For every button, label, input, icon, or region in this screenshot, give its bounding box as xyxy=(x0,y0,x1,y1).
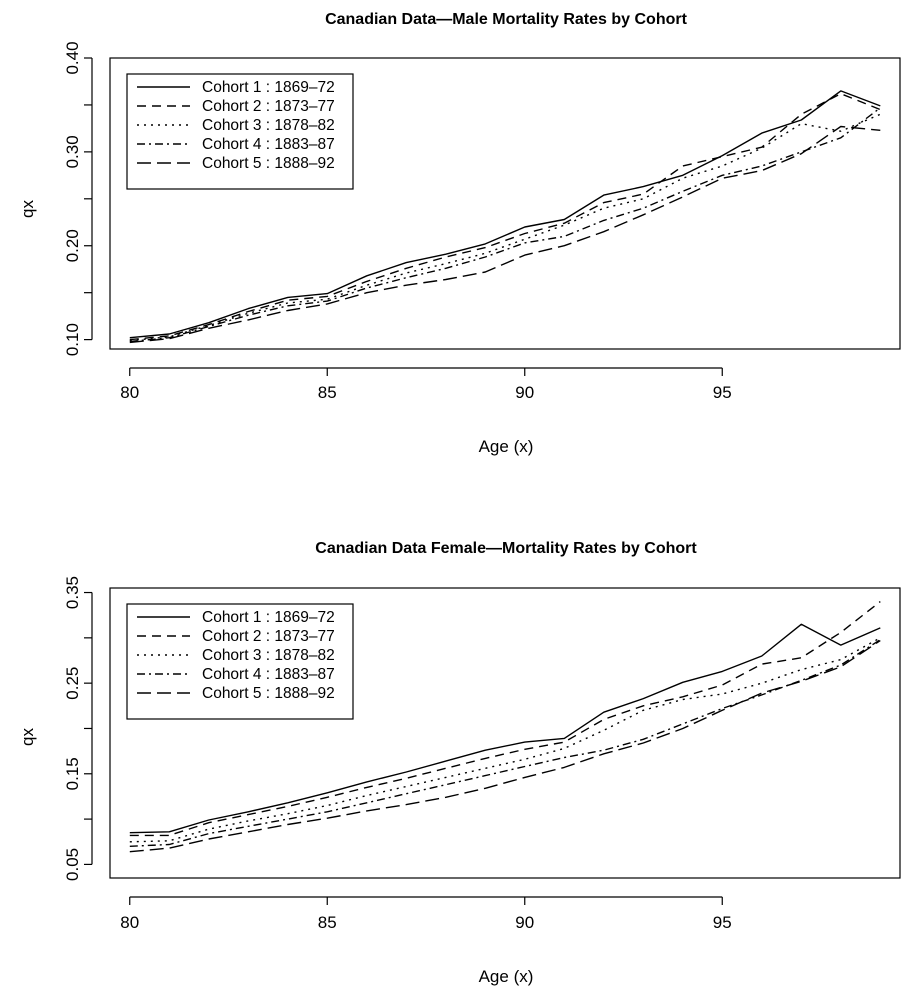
y-tick-label: 0.35 xyxy=(63,576,82,609)
x-tick-label: 80 xyxy=(120,383,139,402)
series-line-cohort-2 xyxy=(129,601,881,837)
x-tick-label: 95 xyxy=(713,913,732,932)
plot-frame xyxy=(109,57,901,350)
legend-label-cohort-1: Cohort 1 : 1869–72 xyxy=(202,79,335,96)
plot-frame xyxy=(109,587,901,879)
chart-title: Canadian Data—Male Mortality Rates by Co… xyxy=(325,11,688,28)
x-tick-label: 80 xyxy=(120,913,139,932)
x-tick-label: 90 xyxy=(515,383,534,402)
male-mortality-panel: Canadian Data—Male Mortality Rates by Co… xyxy=(18,11,901,456)
y-tick-label: 0.05 xyxy=(63,848,82,881)
legend-label-cohort-5: Cohort 5 : 1888–92 xyxy=(202,155,335,172)
x-tick-label: 85 xyxy=(318,913,337,932)
series-line-cohort-5 xyxy=(129,125,881,344)
legend-label-cohort-3: Cohort 3 : 1878–82 xyxy=(202,647,335,664)
legend-box xyxy=(126,73,354,190)
legend-label-cohort-3: Cohort 3 : 1878–82 xyxy=(202,117,335,134)
x-tick-label: 90 xyxy=(515,913,534,932)
legend-label-cohort-2: Cohort 2 : 1873–77 xyxy=(202,628,335,645)
series-line-cohort-1 xyxy=(129,90,881,339)
legend-label-cohort-2: Cohort 2 : 1873–77 xyxy=(202,98,335,115)
legend-label-cohort-4: Cohort 4 : 1883–87 xyxy=(202,666,335,683)
x-tick-label: 95 xyxy=(713,383,732,402)
y-tick-label: 0.25 xyxy=(63,667,82,700)
series-line-cohort-4 xyxy=(129,107,881,343)
y-axis-label: qx xyxy=(18,200,37,218)
y-tick-label: 0.40 xyxy=(63,41,82,74)
x-axis-label: Age (x) xyxy=(479,437,534,456)
x-tick-label: 85 xyxy=(318,383,337,402)
series-line-cohort-4 xyxy=(129,639,881,847)
legend-label-cohort-5: Cohort 5 : 1888–92 xyxy=(202,685,335,702)
female-mortality-panel: Canadian Data Female—Mortality Rates by … xyxy=(18,540,901,986)
y-tick-label: 0.15 xyxy=(63,757,82,790)
legend-label-cohort-4: Cohort 4 : 1883–87 xyxy=(202,136,335,153)
series-line-cohort-3 xyxy=(129,637,881,843)
legend-label-cohort-1: Cohort 1 : 1869–72 xyxy=(202,609,335,626)
x-axis-label: Age (x) xyxy=(479,967,534,986)
y-tick-label: 0.20 xyxy=(63,229,82,262)
y-tick-label: 0.10 xyxy=(63,323,82,356)
y-axis-label: qx xyxy=(18,728,37,746)
series-line-cohort-1 xyxy=(129,623,881,834)
y-tick-label: 0.30 xyxy=(63,135,82,168)
legend-box xyxy=(126,603,354,720)
chart-title: Canadian Data Female—Mortality Rates by … xyxy=(315,540,697,557)
series-line-cohort-5 xyxy=(129,640,881,853)
